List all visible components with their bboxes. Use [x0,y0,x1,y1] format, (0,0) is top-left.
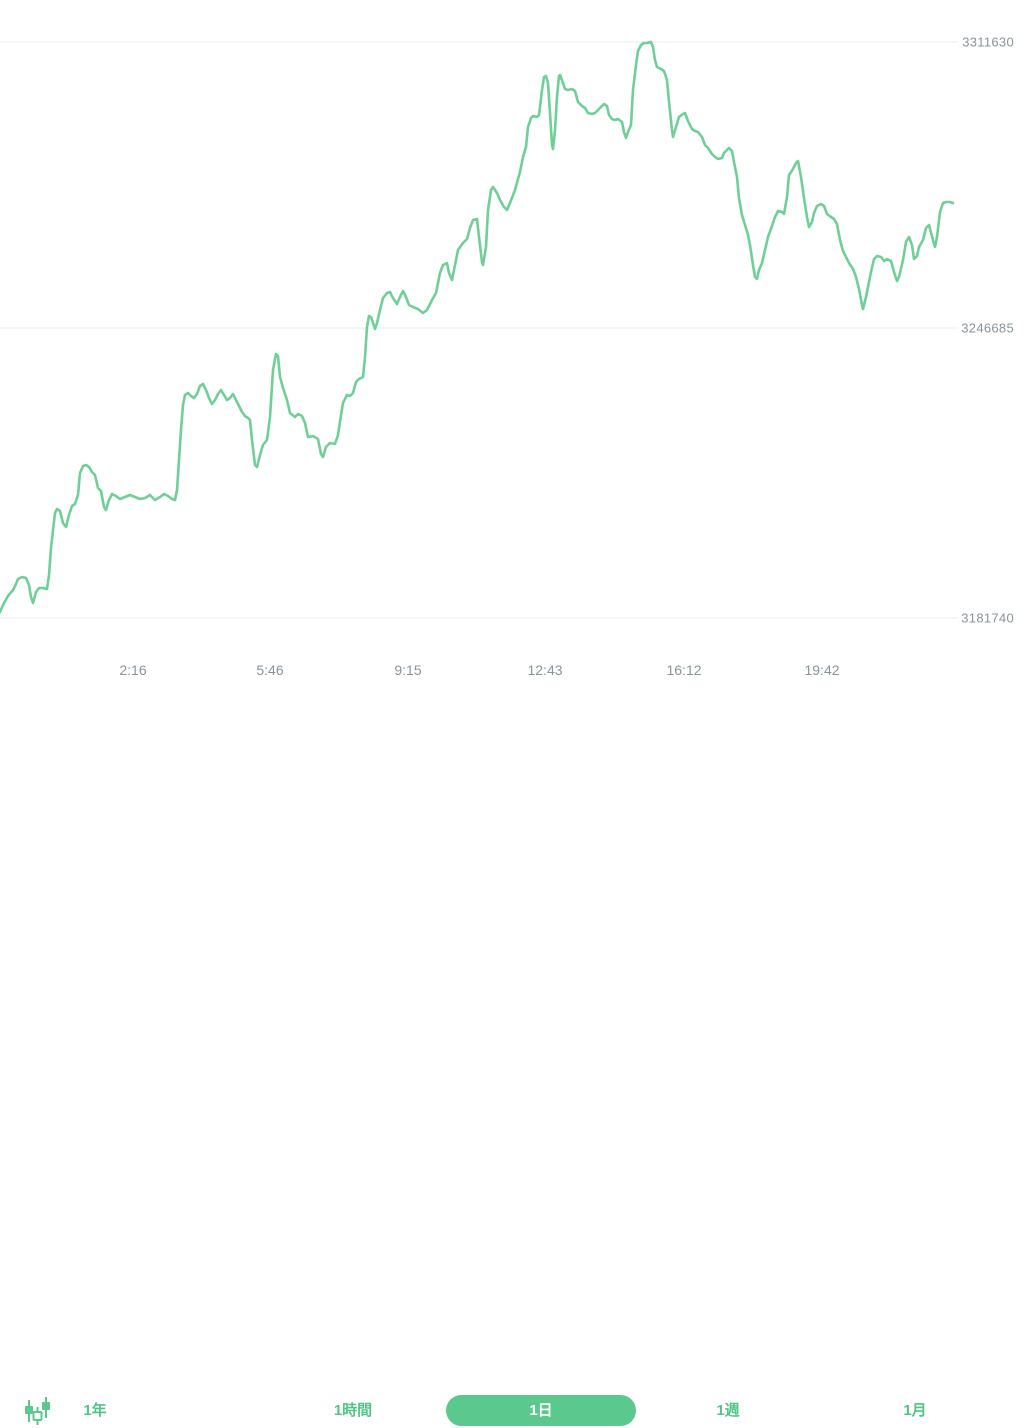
x-axis-label: 2:16 [119,662,147,678]
x-axis-label: 5:46 [256,662,284,678]
x-axis-label: 19:42 [804,662,840,678]
y-axis-label: 3246685 [961,320,1014,336]
timeframe-toolbar: 1時間 1日 1週 1月 1年 [0,695,1024,1426]
timeframe-button-1day[interactable]: 1日 [446,1395,636,1426]
timeframe-button-1hour[interactable]: 1時間 [258,1395,448,1426]
y-axis-label: 3311630 [962,34,1014,50]
timeframe-button-1week[interactable]: 1週 [633,1395,823,1426]
timeframe-button-1month[interactable]: 1月 [820,1395,1010,1426]
x-axis-label: 12:43 [527,662,563,678]
price-chart[interactable] [0,0,1024,692]
timeframe-button-1year[interactable]: 1年 [0,1395,190,1426]
x-axis-label: 16:12 [666,662,702,678]
y-axis-label: 3181740 [961,610,1014,626]
price-line [0,40,955,614]
x-axis-label: 9:15 [394,662,422,678]
